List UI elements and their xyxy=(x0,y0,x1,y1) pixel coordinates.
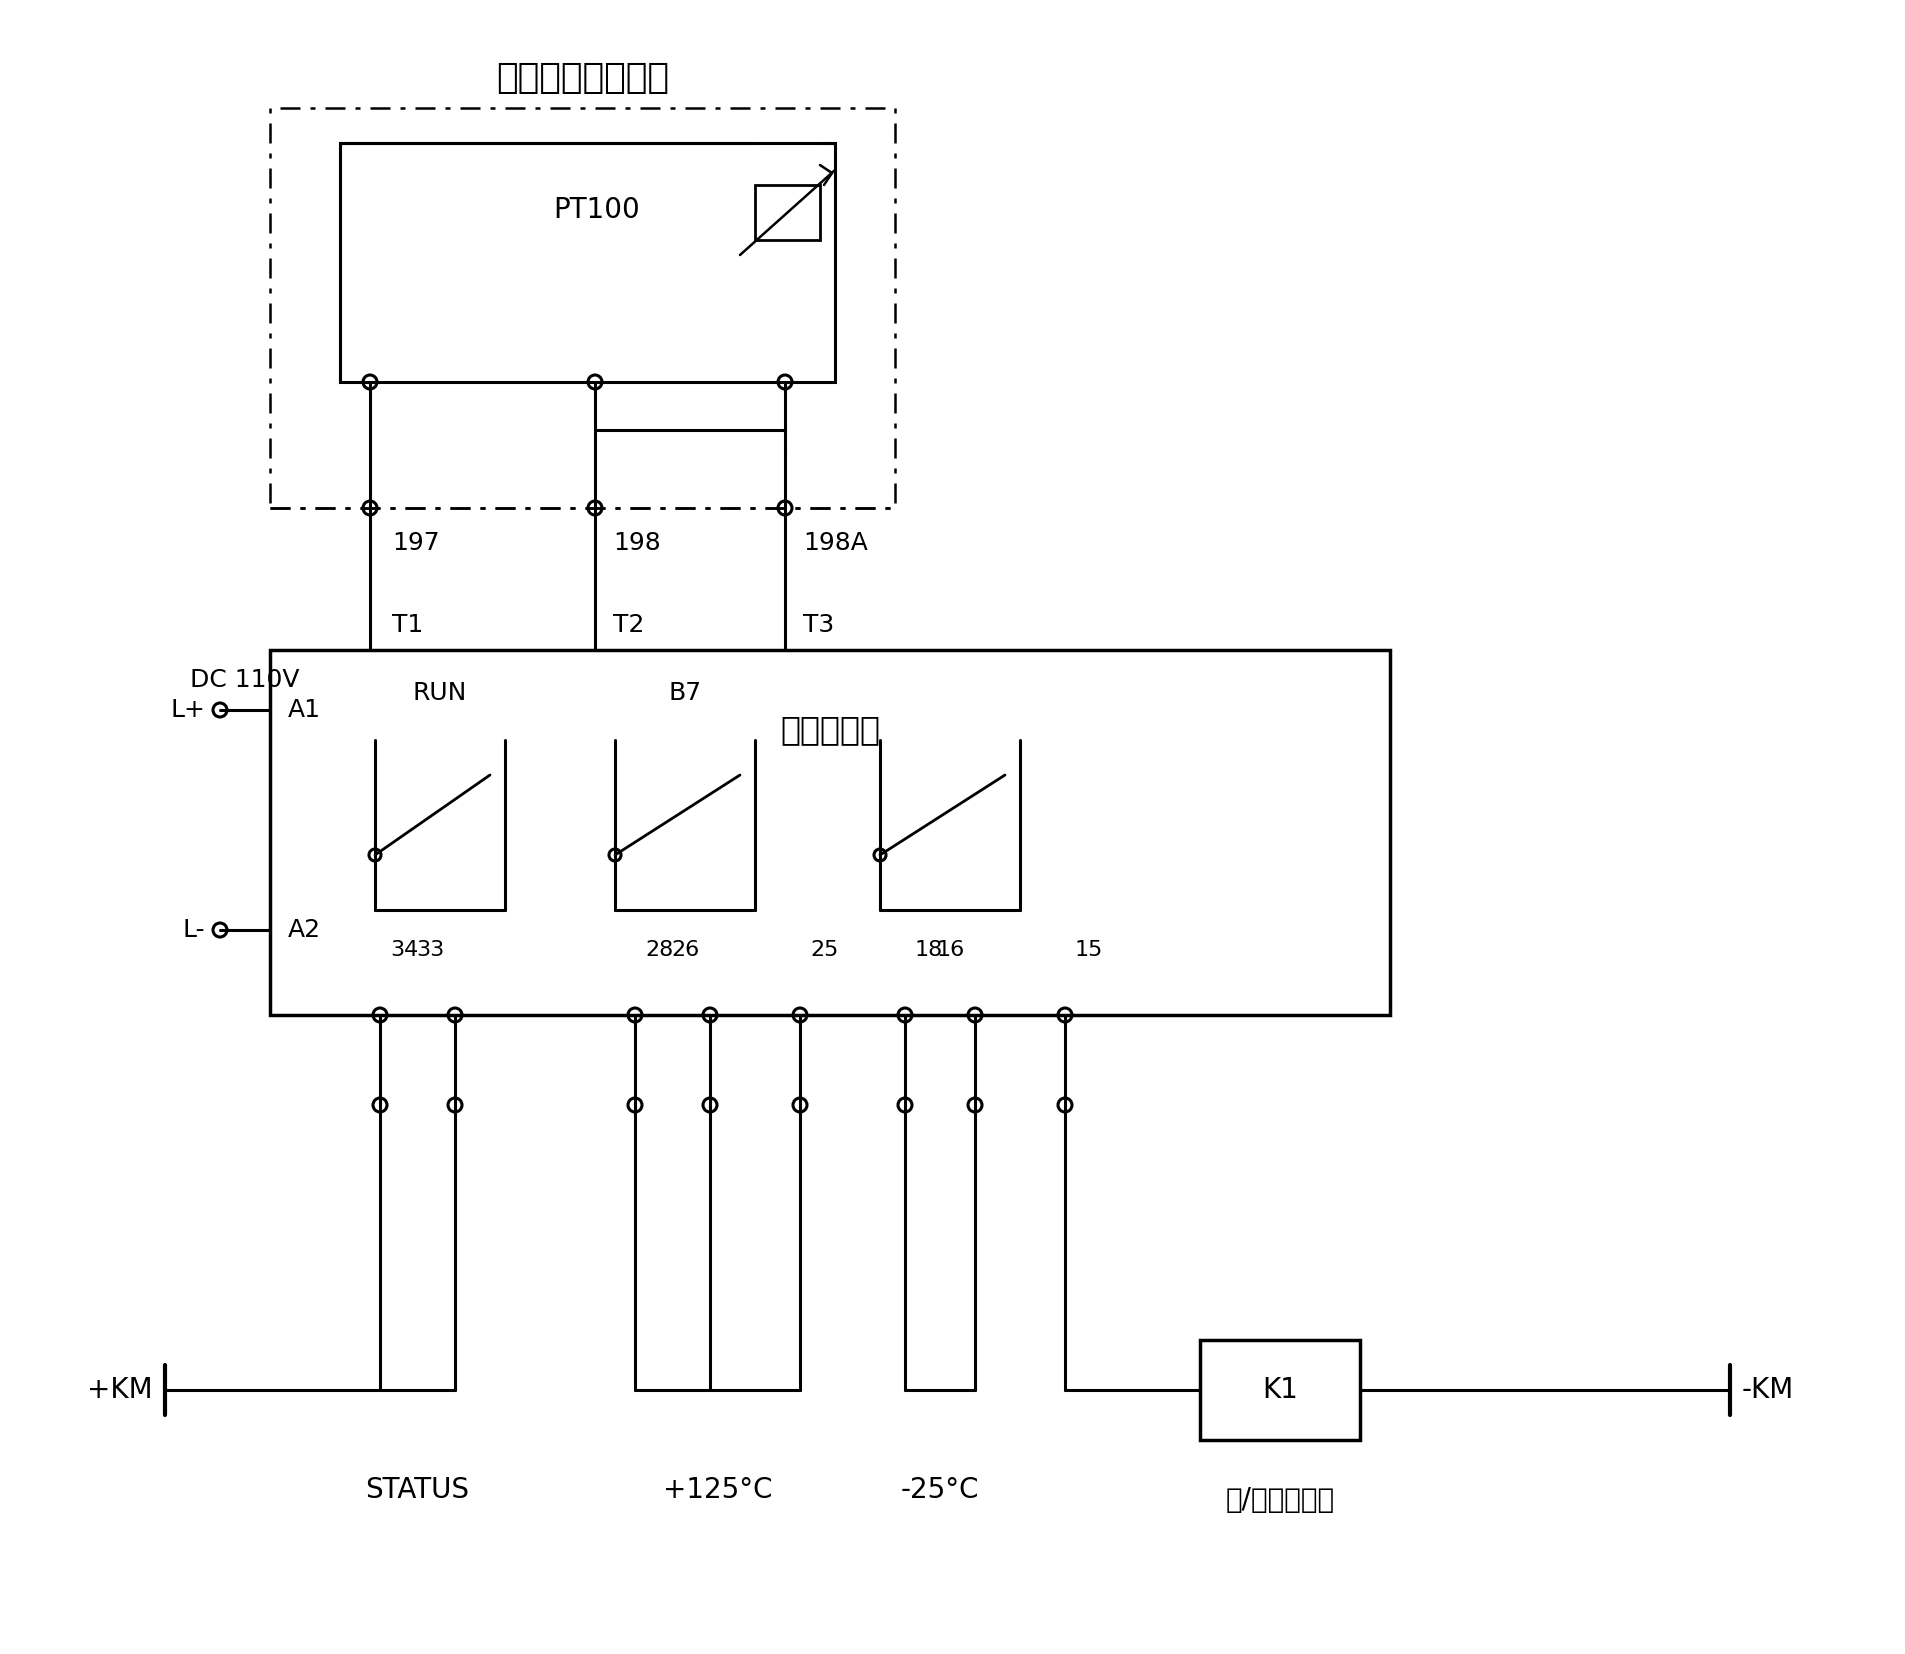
Text: 15: 15 xyxy=(1074,939,1103,959)
Text: 33: 33 xyxy=(417,939,446,959)
Text: K1: K1 xyxy=(1261,1376,1297,1404)
Text: L+: L+ xyxy=(170,698,206,723)
Text: +KM: +KM xyxy=(88,1376,152,1404)
Text: A1: A1 xyxy=(288,698,322,723)
Text: 26: 26 xyxy=(672,939,699,959)
Text: T2: T2 xyxy=(613,614,644,637)
Text: 有载分接开关油室: 有载分接开关油室 xyxy=(495,61,669,94)
Bar xyxy=(271,108,895,508)
Bar xyxy=(271,650,1391,1016)
Text: T1: T1 xyxy=(392,614,423,637)
Text: PT100: PT100 xyxy=(552,197,640,223)
Text: 198A: 198A xyxy=(804,531,869,556)
Text: B7: B7 xyxy=(669,681,701,705)
Text: STATUS: STATUS xyxy=(366,1475,469,1503)
Text: L-: L- xyxy=(183,918,206,943)
Text: 18: 18 xyxy=(914,939,943,959)
Bar xyxy=(1200,1340,1360,1441)
Text: A2: A2 xyxy=(288,918,322,943)
Text: 28: 28 xyxy=(646,939,672,959)
Text: -25°C: -25°C xyxy=(901,1475,979,1503)
Text: 升/降档继电器: 升/降档继电器 xyxy=(1225,1485,1335,1513)
Bar xyxy=(754,185,819,240)
Text: +125°C: +125°C xyxy=(663,1475,772,1503)
Text: -KM: -KM xyxy=(1741,1376,1795,1404)
Text: RUN: RUN xyxy=(413,681,467,705)
Text: T3: T3 xyxy=(804,614,834,637)
Bar xyxy=(339,142,834,382)
Text: 温度控制器: 温度控制器 xyxy=(779,713,880,746)
Text: 198: 198 xyxy=(613,531,661,556)
Text: 34: 34 xyxy=(391,939,419,959)
Text: 197: 197 xyxy=(392,531,440,556)
Text: 25: 25 xyxy=(810,939,838,959)
Text: 16: 16 xyxy=(937,939,966,959)
Text: DC 110V: DC 110V xyxy=(190,668,299,691)
